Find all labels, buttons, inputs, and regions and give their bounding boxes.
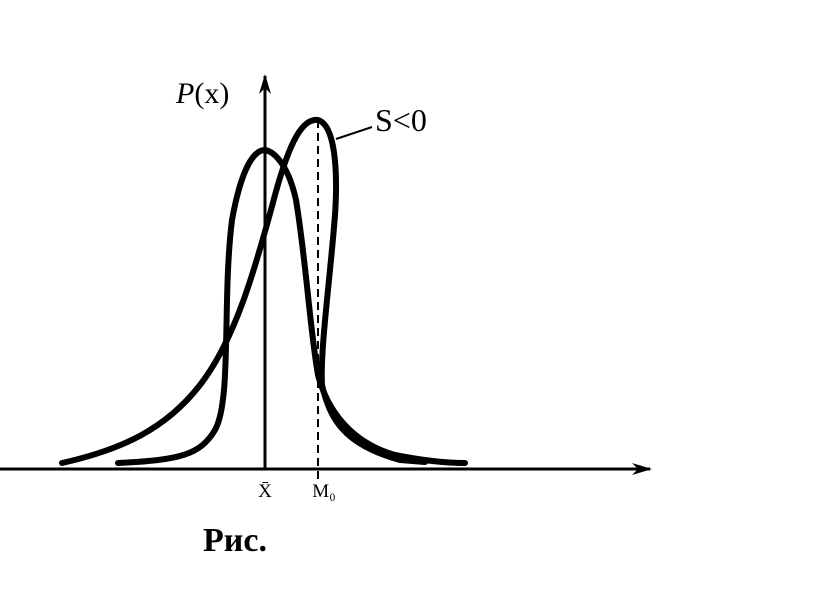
mode-tick-label: M₀ — [312, 481, 336, 502]
skewed-curve — [59, 116, 428, 466]
figure-caption: Рис. — [203, 522, 267, 559]
y-axis-label-rest: (x) — [194, 77, 229, 110]
mean-tick-label: X̄ — [258, 481, 272, 502]
symmetric-curve — [115, 147, 468, 466]
y-axis-label-italic: P — [175, 77, 194, 110]
y-axis-label: P(x) — [175, 77, 229, 110]
label-leader-line — [335, 126, 373, 140]
skewness-label: S<0 — [375, 102, 427, 138]
